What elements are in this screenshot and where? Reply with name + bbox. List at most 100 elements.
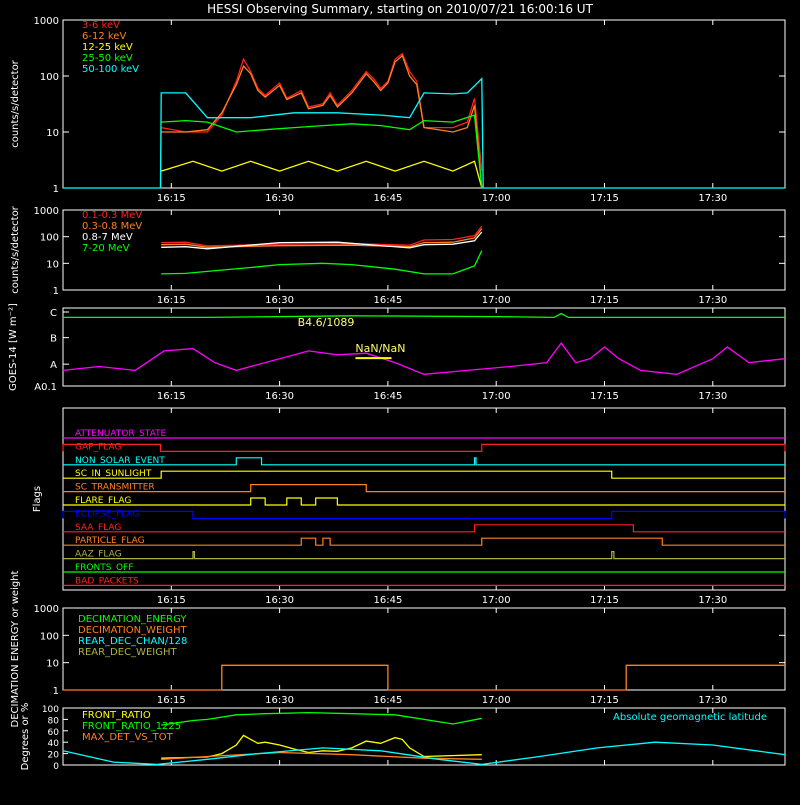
ratio-series-1 [161, 711, 482, 726]
y-tick-label: 1000 [34, 604, 59, 615]
y-tick-label: 100 [40, 233, 59, 244]
legend-entry: 3-6 keV [82, 20, 120, 31]
time-tick-label: 17:15 [590, 391, 619, 402]
time-tick-label: 17:00 [482, 193, 511, 204]
time-tick-label: 17:15 [590, 193, 619, 204]
time-tick-label: 16:45 [373, 295, 402, 306]
time-tick-label: 16:30 [265, 595, 294, 606]
flag-label: AAZ_FLAG [75, 550, 122, 560]
legend-entry: 6-12 keV [82, 31, 126, 42]
time-tick-label: 16:15 [157, 295, 186, 306]
figure-title: HESSI Observing Summary, starting on 201… [207, 2, 593, 16]
goes-series-1 [62, 342, 786, 375]
goes-annotation: NaN/NaN [355, 342, 405, 355]
y-tick-label: 10 [46, 659, 59, 670]
flag-label: FLARE_FLAG [75, 496, 131, 506]
goes-class-label: A [50, 360, 57, 371]
y-axis-label: counts/s/detector [10, 205, 21, 293]
time-tick-label: 16:15 [157, 193, 186, 204]
legend-entry: 0.3-0.8 MeV [82, 221, 142, 232]
series-high_energy-0 [161, 225, 483, 247]
legend-entry: 0.1-0.3 MeV [82, 210, 142, 221]
y-tick-label: 0 [53, 762, 59, 772]
flag-label: SC_TRANSMITTER [75, 483, 155, 493]
flag-label: SC_IN_SUNLIGHT [75, 469, 152, 479]
y-tick-label: 1 [53, 686, 59, 697]
time-tick-label: 17:30 [698, 391, 727, 402]
series-decimation-1 [63, 664, 785, 691]
goes-class-label: B [50, 334, 57, 345]
legend-entry: 25-50 keV [82, 53, 133, 64]
panel-decimation: 16:15 16:30 16:45 17:00 17:15 17:30 1 10 100 1000… [10, 570, 786, 727]
time-tick-label: 16:30 [265, 295, 294, 306]
y-axis-label: counts/s/detector [10, 59, 21, 147]
series-high_energy-3 [161, 250, 483, 275]
time-tick-label: 16:30 [265, 193, 294, 204]
flag-line-9 [63, 551, 785, 560]
y-axis-label: GOES-14 [W m⁻²] [8, 303, 19, 391]
legend-entry: REAR_DEC_CHAN/128 [78, 636, 187, 647]
legend-entry: 12-25 keV [82, 42, 133, 53]
legend-entry: MAX_DET_VS_TOT [82, 732, 174, 743]
panel-frame [62, 209, 786, 291]
flag-line-4 [63, 484, 785, 493]
time-tick-label: 17:00 [482, 695, 511, 706]
panel-frame [62, 19, 786, 189]
y-tick-label: 100 [42, 705, 59, 715]
flag-label: PARTICLE_FLAG [75, 536, 145, 546]
panel-frame [62, 307, 786, 387]
flag-label: ECLIPSE_FLAG [75, 509, 139, 519]
legend-entry-right: Absolute geomagnetic latitude [613, 712, 767, 723]
time-tick-label: 17:15 [590, 595, 619, 606]
panel-frame [62, 407, 786, 591]
flag-label: FRONTS_OFF [75, 563, 133, 573]
time-tick-label: 16:15 [157, 595, 186, 606]
flag-label: GAP_FLAG [75, 442, 121, 452]
legend-entry: 7-20 MeV [82, 243, 130, 254]
flag-line-7 [63, 524, 785, 533]
y-axis-label: Degrees or % [20, 703, 31, 771]
ratio-series-3 [62, 741, 786, 766]
time-tick-label: 16:45 [373, 595, 402, 606]
time-tick-label: 16:15 [157, 695, 186, 706]
panel-frame [62, 707, 786, 766]
time-tick-label: 17:00 [482, 295, 511, 306]
panel-flags: 16:15 16:30 16:45 17:00 17:15 17:30 Flags ATTEN… [32, 407, 786, 606]
flag-line-2 [63, 457, 785, 466]
y-tick-label: 1 [53, 184, 59, 195]
time-tick-label: 17:30 [698, 595, 727, 606]
goes-class-label: C [50, 308, 57, 319]
legend-entry: FRONT_RATIO_1225 [82, 721, 181, 732]
panel-goes: 16:15 16:30 16:45 17:00 17:15 17:30 A0.1 A B C GOE… [8, 303, 786, 402]
series-low_energy-3 [161, 114, 483, 189]
series-low_energy-0 [159, 52, 483, 189]
flag-label: ATTENUATOR_STATE [75, 429, 167, 439]
flag-line-8 [63, 537, 785, 546]
legend-entry: DECIMATION_WEIGHT [78, 625, 187, 636]
y-tick-label: 1000 [34, 16, 59, 27]
y-tick-label: 1 [53, 286, 59, 297]
time-tick-label: 17:30 [698, 295, 727, 306]
y-tick-label: 100 [40, 72, 59, 83]
series-low_energy-1 [161, 54, 483, 189]
panel-high_energy: 16:15 16:30 16:45 17:00 17:15 17:30 1 10 100 1000… [10, 205, 786, 306]
flag-label: BAD_PACKETS [75, 576, 139, 586]
ratio-series-0 [161, 734, 482, 759]
series-low_energy-2 [161, 160, 483, 189]
y-tick-label: 10 [46, 259, 59, 270]
time-tick-label: 17:00 [482, 391, 511, 402]
series-low_energy-4 [63, 77, 785, 189]
time-tick-label: 17:00 [482, 595, 511, 606]
legend-entry: REAR_DEC_WEIGHT [78, 647, 177, 658]
legend-entry: 0.8-7 MeV [82, 232, 133, 243]
flag-label: NON_SOLAR_EVENT [75, 456, 165, 466]
y-tick-label: 80 [48, 716, 60, 726]
y-tick-label: 100 [40, 631, 59, 642]
time-tick-label: 16:30 [265, 391, 294, 402]
y-tick-label: 10 [46, 128, 59, 139]
y-axis-label: DECIMATION ENERGY or weight [10, 570, 21, 727]
y-tick-label: 40 [48, 739, 60, 749]
y-tick-label: 1000 [34, 206, 59, 217]
